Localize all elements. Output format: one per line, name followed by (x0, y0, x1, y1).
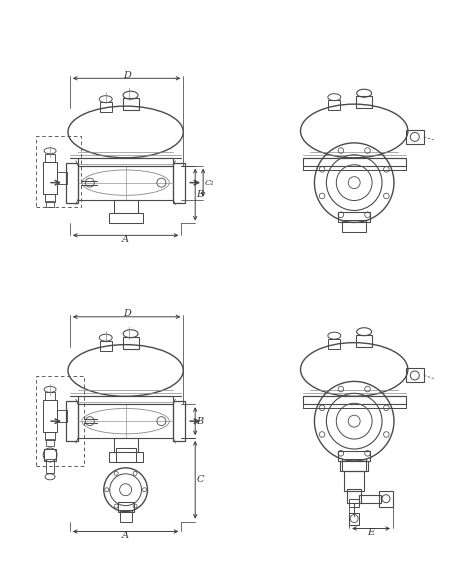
Bar (46, 459, 54, 473)
Bar (45, 392, 55, 400)
Bar (359, 495, 381, 503)
Bar (114, 200, 138, 213)
Bar (36, 136, 81, 208)
Text: A: A (122, 531, 129, 540)
Text: A: A (122, 235, 129, 244)
Text: D: D (123, 309, 130, 319)
Bar (45, 154, 55, 162)
Bar (78, 404, 173, 438)
Bar (57, 172, 67, 184)
Bar (342, 220, 366, 232)
Bar (302, 404, 406, 408)
Bar (114, 438, 138, 452)
Bar (406, 130, 424, 144)
Bar (379, 491, 393, 507)
Bar (347, 488, 361, 503)
Bar (109, 452, 143, 462)
Bar (328, 100, 340, 110)
Bar (43, 162, 57, 193)
Bar (45, 432, 55, 440)
Bar (46, 439, 54, 446)
Bar (120, 510, 131, 522)
Bar (344, 471, 364, 491)
Text: B: B (197, 190, 204, 199)
Bar (302, 158, 406, 166)
Text: D: D (123, 71, 130, 80)
Bar (123, 337, 139, 348)
Bar (349, 499, 359, 507)
Bar (78, 158, 173, 166)
Bar (43, 400, 57, 432)
Bar (302, 396, 406, 404)
Bar (36, 376, 84, 466)
Bar (78, 166, 173, 200)
Bar (57, 410, 67, 422)
Bar (342, 459, 366, 471)
Bar (356, 335, 372, 347)
Bar (302, 166, 406, 170)
Bar (173, 163, 185, 202)
Bar (66, 163, 78, 202)
Bar (78, 396, 173, 404)
Bar (117, 502, 134, 511)
Bar (46, 201, 54, 208)
Bar (338, 451, 370, 461)
Text: E: E (368, 528, 375, 537)
Text: C: C (196, 475, 204, 484)
Bar (66, 402, 78, 441)
Text: C₁: C₁ (204, 178, 214, 186)
Bar (406, 368, 424, 383)
Bar (44, 449, 56, 461)
Bar (338, 212, 370, 223)
Bar (100, 102, 112, 112)
Bar (328, 339, 340, 348)
Bar (173, 402, 185, 441)
Bar (123, 98, 139, 110)
Bar (356, 96, 372, 108)
Bar (349, 513, 359, 525)
Text: B: B (197, 416, 204, 426)
Bar (45, 193, 55, 201)
Bar (100, 341, 112, 351)
Bar (109, 213, 143, 224)
Bar (340, 461, 368, 471)
Bar (116, 448, 135, 462)
